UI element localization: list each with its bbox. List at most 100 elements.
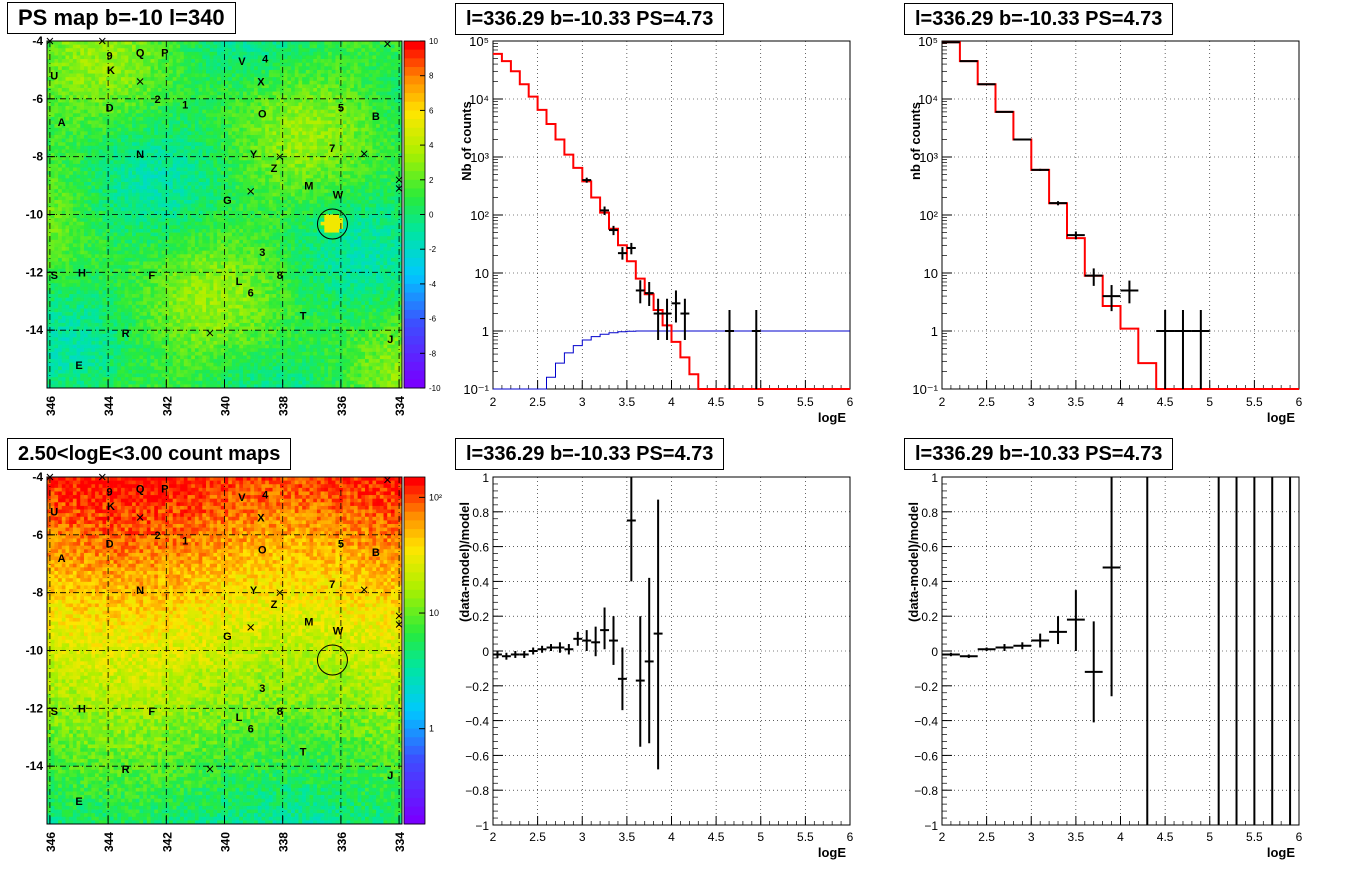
heatmap-cell	[187, 232, 192, 237]
heatmap-cell	[120, 268, 126, 273]
heatmap-cell	[161, 232, 166, 237]
heatmap-cell	[139, 359, 144, 364]
heatmap-cell	[146, 116, 151, 121]
heatmap-cell	[80, 69, 85, 74]
heatmap-cell	[183, 268, 188, 273]
heatmap-cell	[172, 355, 177, 360]
heatmap-cell	[61, 268, 66, 273]
heatmap-cell	[209, 102, 214, 107]
heatmap-cell	[120, 167, 126, 172]
heatmap-cell	[83, 384, 89, 389]
heatmap-cell	[206, 87, 211, 92]
heatmap-cell	[150, 77, 155, 82]
heatmap-cell	[183, 286, 188, 291]
heatmap-cell	[165, 348, 170, 353]
heatmap-cell	[87, 355, 92, 360]
heatmap-cell	[72, 142, 77, 147]
heatmap-cell	[83, 87, 89, 92]
heatmap-cell	[128, 207, 133, 212]
heatmap-cell	[150, 59, 155, 64]
heatmap-cell	[120, 254, 126, 259]
heatmap-cell	[157, 153, 162, 158]
heatmap-cell	[54, 247, 59, 251]
heatmap-cell	[69, 265, 74, 270]
heatmap-cell	[224, 145, 229, 150]
heatmap-cell	[139, 174, 144, 179]
heatmap-cell	[65, 91, 70, 96]
heatmap-cell	[154, 247, 159, 251]
heatmap-cell	[69, 275, 74, 280]
heatmap-cell	[87, 73, 92, 78]
heatmap-cell	[87, 145, 92, 150]
heatmap-cell	[180, 236, 185, 241]
heatmap-cell	[228, 145, 233, 150]
heatmap-cell	[165, 355, 170, 360]
heatmap-cell	[139, 297, 144, 302]
heatmap-cell	[76, 109, 81, 114]
heatmap-cell	[124, 369, 129, 374]
heatmap-cell	[161, 134, 166, 139]
heatmap-cell	[161, 163, 166, 168]
heatmap-cell	[135, 153, 140, 158]
heatmap-cell	[113, 275, 118, 280]
heatmap-cell	[228, 192, 233, 197]
heatmap-cell	[83, 207, 89, 212]
heatmap-cell	[83, 254, 89, 259]
heatmap-cell	[128, 131, 133, 136]
heatmap-cell	[83, 138, 89, 143]
heatmap-cell	[235, 359, 240, 364]
heatmap-cell	[202, 87, 207, 92]
heatmap-cell	[187, 236, 192, 241]
heatmap-cell	[113, 247, 118, 251]
heatmap-cell	[80, 48, 85, 53]
heatmap-cell	[228, 120, 233, 125]
heatmap-cell	[76, 181, 81, 186]
heatmap-cell	[117, 275, 122, 280]
heatmap-cell	[150, 95, 155, 100]
heatmap-cell	[180, 98, 185, 103]
heatmap-cell	[58, 44, 63, 49]
heatmap-cell	[139, 185, 144, 190]
heatmap-cell	[183, 247, 188, 251]
heatmap-cell	[139, 77, 144, 82]
heatmap-cell	[172, 142, 177, 147]
heatmap-cell	[128, 297, 133, 302]
heatmap-cell	[87, 127, 92, 132]
heatmap-cell	[72, 145, 77, 150]
heatmap-cell	[191, 174, 196, 179]
heatmap-cell	[69, 239, 74, 244]
heatmap-cell	[135, 294, 140, 298]
heatmap-cell	[183, 355, 188, 360]
heatmap-cell	[154, 319, 159, 324]
heatmap-cell	[161, 265, 166, 270]
heatmap-cell	[117, 268, 122, 273]
heatmap-cell	[213, 116, 218, 121]
heatmap-cell	[235, 185, 240, 190]
heatmap-cell	[146, 203, 151, 208]
heatmap-cell	[176, 301, 181, 306]
heatmap-cell	[139, 250, 144, 255]
heatmap-cell	[224, 228, 229, 233]
heatmap-cell	[83, 337, 89, 342]
heatmap-cell	[109, 348, 114, 353]
heatmap-cell	[132, 196, 137, 201]
heatmap-cell	[65, 348, 70, 353]
heatmap-cell	[169, 355, 174, 360]
heatmap-cell	[180, 232, 185, 237]
heatmap-cell	[176, 109, 181, 114]
heatmap-cell	[165, 62, 170, 67]
heatmap-cell	[65, 380, 70, 385]
heatmap-cell	[113, 145, 118, 150]
heatmap-cell	[217, 239, 222, 244]
heatmap-cell	[213, 250, 218, 255]
heatmap-cell	[180, 319, 185, 324]
heatmap-cell	[235, 225, 240, 230]
heatmap-cell	[194, 48, 199, 53]
heatmap-cell	[176, 106, 181, 111]
heatmap-cell	[157, 384, 162, 389]
heatmap-cell	[139, 87, 144, 92]
heatmap-cell	[143, 319, 148, 324]
heatmap-cell	[58, 312, 63, 317]
heatmap-cell	[150, 55, 155, 60]
heatmap-cell	[187, 44, 192, 49]
